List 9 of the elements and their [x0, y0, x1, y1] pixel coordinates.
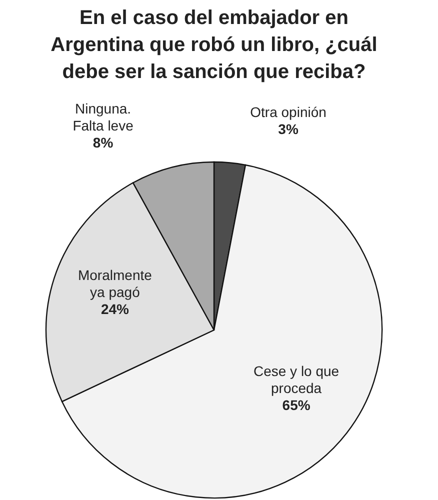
- data-label: 3%: [278, 120, 299, 137]
- chart-title: En el caso del embajador en Argentina que robó un libro, ¿cuál debe ser la sanción que reciba?: [50, 7, 378, 83]
- data-label: 65%: [282, 396, 311, 413]
- slice-label: Moralmente ya pagó: [78, 266, 152, 300]
- data-label: 8%: [92, 134, 114, 150]
- slice-label: Cese y lo que proceda: [254, 362, 340, 396]
- data-label: 24%: [100, 300, 130, 317]
- slice-label: Otra opinión: [250, 104, 326, 120]
- slice-label: Ninguna. Falta leve: [72, 100, 134, 134]
